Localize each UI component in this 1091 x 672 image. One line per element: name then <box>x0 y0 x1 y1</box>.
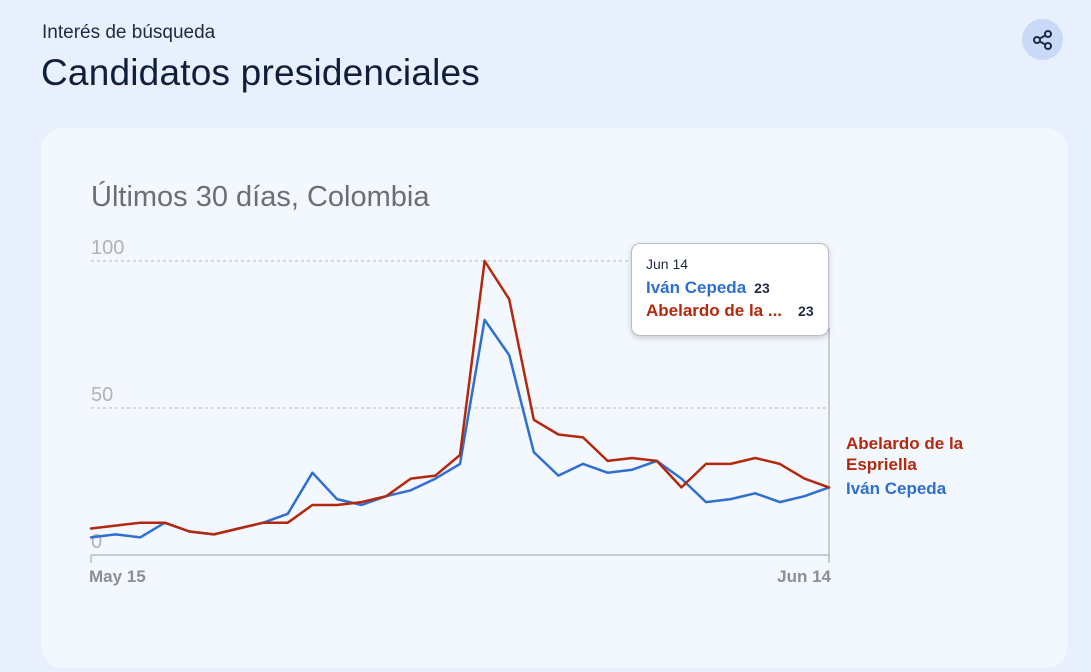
chart-subtitle: Últimos 30 días, Colombia <box>91 181 430 213</box>
tooltip-row-ivan: Iván Cepeda 23 <box>646 278 814 298</box>
chart-card: Últimos 30 días, Colombia 0 50 100 May 15 Ju… <box>41 128 1068 668</box>
tooltip-series-value: 23 <box>754 280 770 296</box>
x-tick-label: Jun 14 <box>777 567 831 586</box>
x-tick-label: May 15 <box>89 567 146 586</box>
tooltip-row-abelardo: Abelardo de la ... 23 <box>646 301 814 321</box>
line-chart[interactable]: 0 50 100 May 15 Jun 14 Abelardo de la Espriell… <box>41 128 1068 668</box>
tooltip-series-value: 23 <box>798 303 814 319</box>
page-title: Candidatos presidenciales <box>41 52 480 93</box>
series-end-label: Abelardo de la Espriella <box>846 434 964 474</box>
tooltip-series-name: Abelardo de la ... <box>646 301 783 320</box>
share-icon <box>1032 29 1052 50</box>
y-tick-label: 50 <box>91 384 113 406</box>
y-tick-label: 0 <box>91 531 102 553</box>
y-tick-label: 100 <box>91 237 124 259</box>
chart-tooltip: Jun 14 Iván Cepeda 23 Abelardo de la ...… <box>631 243 829 336</box>
series-end-label: Iván Cepeda <box>846 479 947 498</box>
tooltip-date: Jun 14 <box>646 256 689 272</box>
share-button[interactable] <box>1022 19 1063 60</box>
eyebrow: Interés de búsqueda <box>42 22 216 43</box>
tooltip-series-name: Iván Cepeda <box>646 278 747 297</box>
series-line-abelardo-de-la-espriella <box>89 259 831 536</box>
series-line-ivan-cepeda <box>89 318 831 539</box>
